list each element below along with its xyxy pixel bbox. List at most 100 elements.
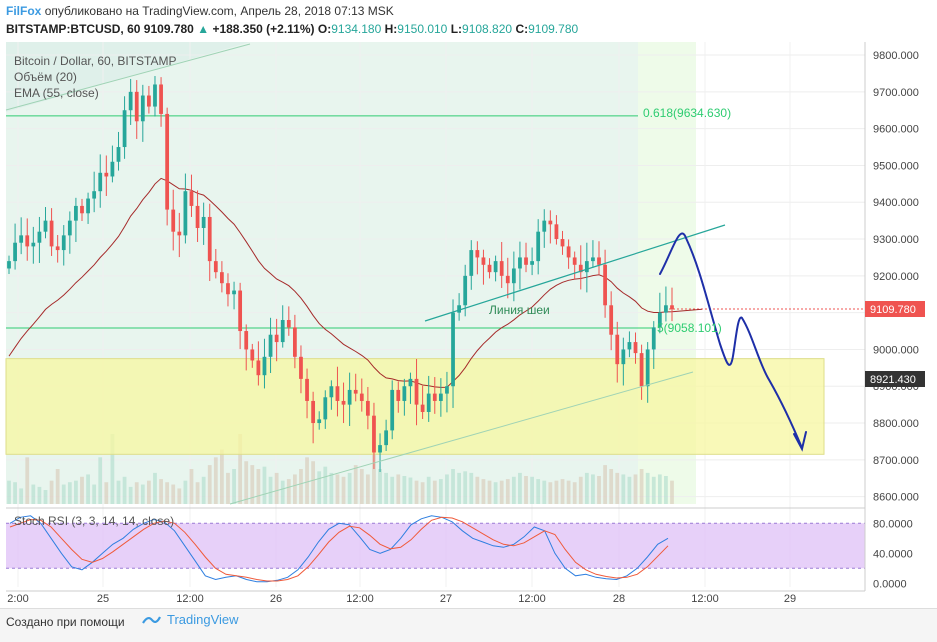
- volume-bar: [299, 469, 303, 504]
- candle-body: [250, 349, 255, 361]
- price-tag-ema-bg: [865, 371, 925, 387]
- candle-body: [651, 327, 656, 350]
- volume-bar: [359, 469, 364, 504]
- symbol-label: BITSTAMP:BTCUSD, 60: [6, 22, 141, 36]
- price-tag-last-bg: [865, 301, 925, 317]
- fan-trendline: [5, 43, 251, 111]
- volume-bar: [201, 476, 206, 504]
- lower-trendline: [229, 371, 694, 505]
- volume-bar: [414, 480, 419, 504]
- volume-bar: [621, 474, 626, 504]
- publish-line: FilFox опубликовано на TradingView.com, …: [6, 4, 394, 18]
- volume-layer: [7, 434, 674, 504]
- candle-body: [670, 305, 674, 310]
- candle-body: [511, 268, 516, 284]
- ohlc-line: BITSTAMP:BTCUSD, 60 9109.780 ▲ +188.350 …: [6, 22, 578, 36]
- volume-bar: [664, 476, 668, 504]
- tradingview-link[interactable]: TradingView: [140, 612, 239, 627]
- candle-body: [43, 220, 48, 232]
- change-value: +188.350 (+2.11%): [212, 22, 315, 36]
- volume-bar: [207, 465, 212, 504]
- zone-layer: [5, 115, 865, 455]
- volume-bar: [554, 480, 559, 504]
- volume-bar: [481, 479, 486, 504]
- volume-bar: [335, 474, 340, 504]
- volume-bar: [110, 434, 115, 504]
- fib-fan-area: [6, 42, 250, 504]
- y-tick-label: 8600.000: [873, 492, 919, 504]
- author-name[interactable]: FilFox: [6, 4, 42, 18]
- candle-body: [499, 261, 504, 276]
- price-chart-svg[interactable]: 8600.0008700.0008800.0008900.0009000.000…: [0, 42, 937, 608]
- volume-bar: [487, 480, 492, 504]
- volume-bar: [518, 472, 522, 504]
- x-tick-label: 12:00: [346, 593, 374, 605]
- volume-bar: [49, 480, 54, 504]
- volume-bar: [292, 474, 297, 504]
- candle-body: [171, 209, 176, 232]
- volume-bar: [268, 476, 273, 504]
- y-tick-label: 9200.000: [873, 271, 919, 283]
- candle-body: [165, 113, 170, 210]
- volume-bar: [37, 486, 42, 504]
- chart-area[interactable]: 8600.000 8700.000 8800.000 8900.000 9000.000…: [0, 42, 937, 608]
- volume-bar: [584, 472, 589, 504]
- candle-body: [463, 275, 468, 306]
- volume-bar: [469, 472, 474, 504]
- candle-body: [615, 334, 620, 365]
- volume-bar: [189, 469, 194, 504]
- candle-body: [560, 239, 565, 247]
- volume-bar: [633, 474, 638, 504]
- volume-bar: [280, 480, 285, 504]
- volume-bar: [432, 480, 437, 504]
- candle-body: [584, 261, 589, 273]
- volume-bar: [627, 476, 632, 504]
- candle-body: [493, 261, 498, 273]
- high-value: 9150.010: [397, 22, 448, 36]
- candle-body: [128, 91, 133, 111]
- x-tick-label: 25: [97, 593, 109, 605]
- candle-body: [201, 216, 206, 228]
- volume-bar: [171, 484, 176, 504]
- volume-bar: [80, 476, 84, 504]
- candle-body: [578, 264, 583, 273]
- candle-body: [469, 250, 474, 276]
- volume-bar: [560, 479, 565, 504]
- candle-body: [323, 397, 328, 420]
- volume-bar: [86, 474, 90, 504]
- y-tick-label: 9700.000: [873, 87, 919, 99]
- x-tick-label: 27: [440, 593, 452, 605]
- candle-body: [359, 393, 364, 401]
- volume-bar: [74, 480, 78, 504]
- support-zone: [5, 358, 825, 455]
- volume-bar: [13, 482, 17, 504]
- volume-bar: [615, 472, 620, 504]
- candle-body: [591, 257, 595, 262]
- volume-bar: [262, 466, 267, 504]
- candle-body: [286, 320, 291, 328]
- candle-body: [31, 242, 36, 247]
- candle-body: [177, 231, 182, 236]
- candle-body: [633, 342, 638, 354]
- tradingview-text: TradingView: [167, 612, 239, 627]
- x-tick-label: 29: [784, 593, 796, 605]
- candle-body: [457, 305, 461, 313]
- volume-bar: [365, 474, 370, 504]
- candle-body: [664, 305, 668, 313]
- low-value: 9108.820: [462, 22, 513, 36]
- stoch-tick-label: 80.0000: [873, 518, 913, 530]
- y-tick-label: 8800.000: [873, 418, 919, 430]
- stoch-tick-label: 40.0000: [873, 548, 913, 560]
- legend-stoch: Stoch RSI (3, 3, 14, 14, close): [14, 514, 174, 528]
- legend-title: Bitcoin / Dollar, 60, BITSTAMP: [14, 54, 177, 68]
- candle-body: [244, 331, 249, 350]
- volume-bar: [341, 476, 346, 504]
- candle-body: [639, 353, 644, 387]
- stoch-layer: [6, 515, 865, 583]
- forecast-arrow: [659, 232, 803, 449]
- volume-bar: [451, 469, 455, 504]
- volume-bar: [134, 482, 139, 504]
- volume-bar: [128, 486, 133, 504]
- candle-body: [292, 327, 297, 357]
- candle-body: [134, 91, 139, 122]
